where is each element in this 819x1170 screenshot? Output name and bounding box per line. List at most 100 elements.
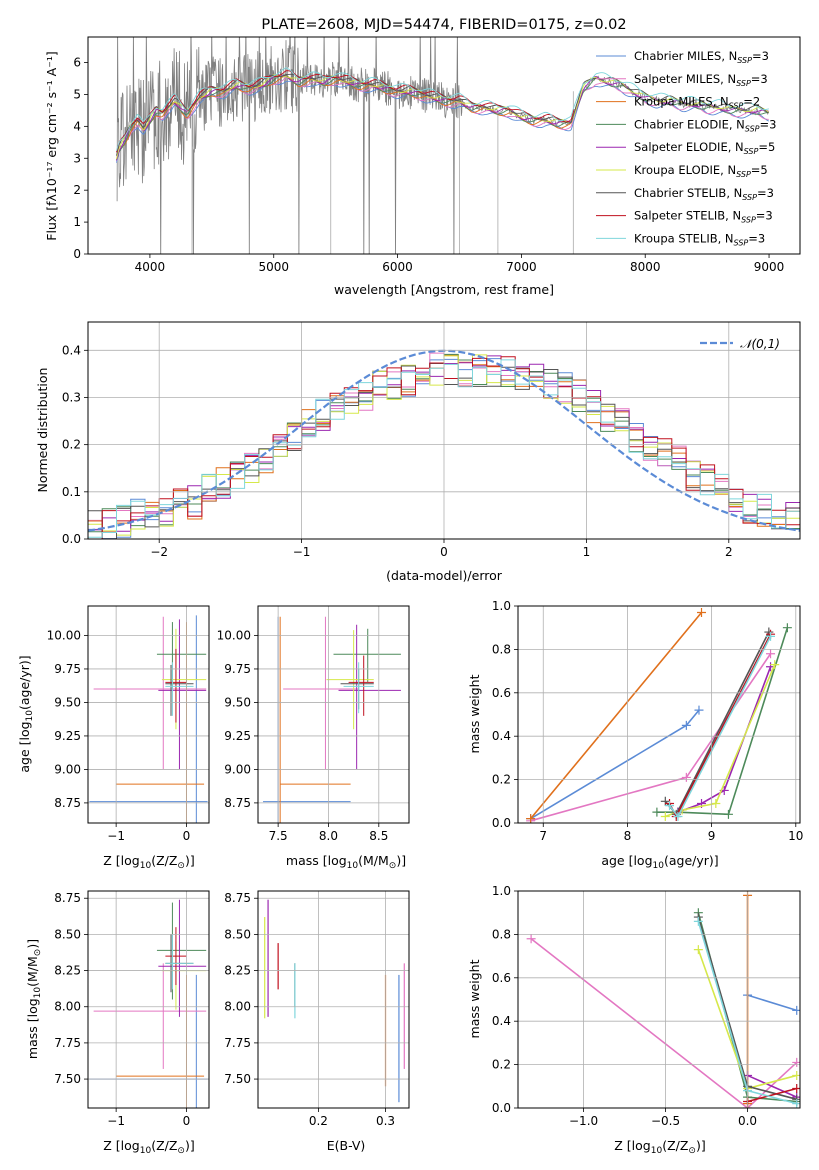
data-point xyxy=(694,705,704,715)
data-point xyxy=(782,623,792,633)
label-part: )] xyxy=(185,853,195,868)
model-line-salpeter-miles xyxy=(116,77,769,160)
x-tick-label: −1 xyxy=(107,829,125,843)
y-tick-label: 0.1 xyxy=(62,485,81,499)
label-part: Z [log xyxy=(103,1138,139,1153)
y-tick-label: 9.75 xyxy=(54,662,81,676)
x-axis-label: wavelength [Angstrom, rest frame] xyxy=(334,282,554,297)
x-tick-label: 0 xyxy=(440,545,448,559)
axes-frame xyxy=(517,890,801,1109)
weight-vs-age-panel: 7 8 9 10 0.0 0.2 0.4 0.6 0.8 1.0 xyxy=(492,599,804,843)
axes-frame xyxy=(257,605,410,824)
y-tick-label: 0.4 xyxy=(492,729,511,743)
y-tick-label: 0.8 xyxy=(492,927,511,941)
legend-entry: Salpeter STELIB, NSSP=3 xyxy=(634,209,773,225)
x-tick-label: −1.0 xyxy=(569,1114,598,1128)
data-point xyxy=(766,649,776,659)
x-tick-label: 1 xyxy=(583,545,591,559)
y-tick-label: 9.75 xyxy=(224,662,251,676)
y-tick-label: 7.75 xyxy=(54,1036,81,1050)
y-tick-label: 9.25 xyxy=(224,729,251,743)
x-tick-label: 8000 xyxy=(630,260,661,274)
y-tick-label: 8.25 xyxy=(54,964,81,978)
label-part: SSP xyxy=(737,56,752,65)
legend-entry: Chabrier ELODIE, NSSP=3 xyxy=(634,117,776,133)
y-axis-label: Normed distribution xyxy=(35,368,50,493)
series-line-kroupa-miles xyxy=(530,611,703,820)
model-line-kroupa-stelib xyxy=(116,67,769,151)
x-tick-label: 8.5 xyxy=(369,829,388,843)
label-part: =5 xyxy=(751,163,768,177)
label-part: SSP xyxy=(745,124,760,133)
label-part: )] xyxy=(696,1138,706,1153)
mass-vs-EBV-plot-area xyxy=(264,899,405,1103)
x-tick-label: 7.5 xyxy=(269,829,288,843)
series-line-salpeter-miles xyxy=(530,938,798,1108)
label-part: mass [log xyxy=(25,998,40,1059)
x-tick-label: 0.2 xyxy=(309,1114,328,1128)
age-vs-Z-plot-area xyxy=(89,615,208,823)
data-point xyxy=(770,660,780,670)
label-part: SSP xyxy=(729,102,744,111)
y-tick-label: 0 xyxy=(73,247,81,261)
y-tick-label: 0.6 xyxy=(492,686,511,700)
label-part: Salpeter STELIB, N xyxy=(634,209,741,223)
label-part: =3 xyxy=(757,186,774,200)
label-part: )] xyxy=(25,939,40,949)
weight-vs-Z-panel: −1.0 −0.5 0.0 0.0 0.2 0.4 0.6 0.8 1.0 xyxy=(492,884,801,1128)
label-part: Z [log xyxy=(614,1138,650,1153)
x-axis-label: Z [log10(Z/Z⊙)] xyxy=(103,853,194,871)
y-tick-label: 8.75 xyxy=(224,796,251,810)
x-axis-label: age [log10(age/yr)] xyxy=(601,853,718,871)
axes-frame xyxy=(257,890,410,1109)
label-part: ⊙ xyxy=(389,861,397,871)
axes-frame xyxy=(517,605,801,824)
x-tick-label: −0.5 xyxy=(651,1114,680,1128)
label-part: mass [log xyxy=(286,853,347,868)
x-tick-label: 2 xyxy=(725,545,733,559)
label-part: 10 xyxy=(140,1146,152,1156)
label-part: 10 xyxy=(33,987,43,999)
label-part: Salpeter ELODIE, N xyxy=(634,140,744,154)
model-line-chabrier-elodie xyxy=(116,74,769,161)
label-part: age [log xyxy=(17,721,32,772)
label-part: SSP xyxy=(742,193,757,202)
y-tick-label: 0.2 xyxy=(492,1058,511,1072)
label-part: (Z/Z xyxy=(151,853,177,868)
label-part: Chabrier ELODIE, N xyxy=(634,117,745,131)
label-part: 10 xyxy=(653,861,665,871)
y-tick-label: 9.25 xyxy=(54,729,81,743)
axes-frame xyxy=(87,605,210,824)
label-part: SSP xyxy=(734,238,749,247)
label-part: (age/yr)] xyxy=(664,853,719,868)
label-part: =3 xyxy=(760,117,777,131)
y-tick-label: 10.00 xyxy=(217,628,251,642)
y-tick-label: 0.2 xyxy=(492,773,511,787)
age-vs-mass-panel: 7.5 8.0 8.5 8.75 9.00 9.25 9.50 9.75 10.00 xyxy=(217,605,410,843)
data-point xyxy=(693,945,703,955)
x-axis-label: (data-model)/error xyxy=(386,568,503,583)
label-part: ⊙ xyxy=(177,861,185,871)
legend-entry: 𝒩(0,1) xyxy=(740,337,780,351)
x-tick-label: 8 xyxy=(624,829,632,843)
label-part: )] xyxy=(396,853,406,868)
label-part: 10 xyxy=(651,1146,663,1156)
y-tick-label: 9.00 xyxy=(54,762,81,776)
data-point xyxy=(697,608,707,618)
y-tick-label: 8.00 xyxy=(54,1000,81,1014)
y-tick-label: 8.50 xyxy=(224,927,251,941)
label-part: (Z/Z xyxy=(662,1138,688,1153)
y-tick-label: 0.6 xyxy=(492,971,511,985)
y-tick-label: 5 xyxy=(73,87,81,101)
axes-frame xyxy=(87,890,210,1109)
legend-entry: Salpeter MILES, NSSP=3 xyxy=(634,72,768,88)
label-part: Z [log xyxy=(103,853,139,868)
mass-vs-Z-plot-area xyxy=(89,899,208,1108)
label-part: ⊙ xyxy=(33,949,43,957)
y-tick-label: 10.00 xyxy=(47,628,81,642)
x-tick-label: −2 xyxy=(150,545,168,559)
label-part: Chabrier STELIB, N xyxy=(634,186,742,200)
data-point xyxy=(723,809,733,819)
axes-frame xyxy=(87,36,801,255)
